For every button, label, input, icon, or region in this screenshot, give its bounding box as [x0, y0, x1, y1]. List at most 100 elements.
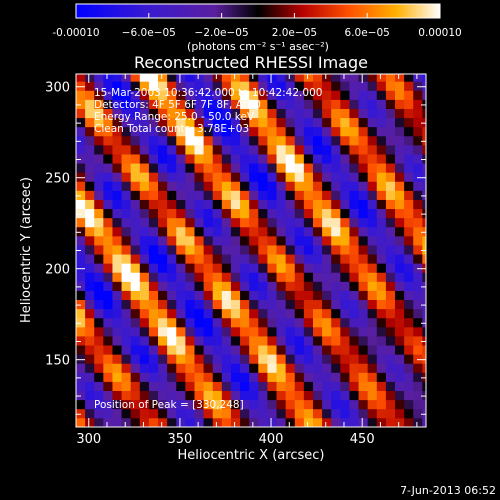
heatmap-cell: [285, 417, 296, 427]
heatmap-cell: [331, 381, 341, 392]
heatmap-cell: [121, 163, 132, 173]
heatmap-cell: [322, 135, 332, 146]
heatmap-cell: [203, 135, 214, 146]
heatmap-cell: [176, 226, 186, 237]
heatmap-cell: [230, 326, 241, 337]
heatmap-cell: [267, 299, 277, 310]
heatmap-cell: [285, 272, 296, 282]
heatmap-cell: [249, 226, 259, 237]
heatmap-cell: [312, 144, 323, 155]
heatmap-cell: [112, 199, 122, 210]
heatmap-cell: [358, 399, 369, 410]
heatmap-cell: [367, 199, 378, 210]
heatmap-cell: [176, 190, 186, 200]
heatmap-cell: [340, 281, 350, 291]
heatmap-cell: [349, 290, 359, 301]
heatmap-cell: [413, 345, 423, 355]
heatmap-cell: [422, 126, 426, 137]
heatmap-cell: [322, 345, 332, 355]
heatmap-cell: [230, 117, 241, 128]
heatmap-cell: [176, 235, 186, 246]
heatmap-cell: [176, 263, 186, 273]
heatmap-cell: [139, 163, 150, 173]
heatmap-cell: [349, 99, 359, 109]
heatmap-cell: [422, 190, 426, 200]
heatmap-cell: [240, 326, 250, 337]
heatmap-cell: [358, 235, 369, 246]
heatmap-cell: [94, 81, 104, 91]
heatmap-cell: [167, 199, 177, 210]
heatmap-cell: [331, 354, 341, 364]
heatmap-cell: [94, 317, 104, 328]
heatmap-cell: [367, 117, 378, 128]
heatmap-cell: [240, 363, 250, 373]
heatmap-cell: [367, 135, 378, 146]
heatmap-cell: [285, 163, 296, 173]
heatmap-cell: [240, 163, 250, 173]
heatmap-cell: [385, 290, 396, 301]
heatmap-cell: [194, 381, 205, 392]
heatmap-cell: [340, 217, 350, 228]
heatmap-cell: [367, 190, 378, 200]
heatmap-cell: [249, 245, 259, 255]
heatmap-cell: [94, 372, 104, 382]
heatmap-cell: [148, 81, 159, 91]
heatmap-cell: [276, 126, 287, 137]
heatmap-cell: [258, 99, 268, 109]
heatmap-cell: [258, 154, 268, 164]
heatmap-cell: [376, 108, 387, 119]
heatmap-cell: [94, 135, 104, 146]
heatmap-cell: [94, 354, 104, 364]
heatmap-cell: [94, 390, 104, 401]
heatmap-cell: [276, 226, 287, 237]
heatmap-cell: [139, 336, 150, 346]
heatmap-cell: [130, 263, 141, 273]
heatmap-cell: [322, 272, 332, 282]
heatmap-cell: [203, 99, 214, 109]
heatmap-cell: [395, 263, 405, 273]
heatmap-cell: [94, 99, 104, 109]
heatmap-cell: [121, 90, 132, 100]
heatmap-cell: [221, 317, 232, 328]
heatmap-cell: [395, 235, 405, 246]
heatmap-cell: [94, 163, 104, 173]
heatmap-cell: [148, 354, 159, 364]
heatmap-cell: [76, 99, 86, 109]
heatmap-cell: [367, 326, 378, 337]
heatmap-cell: [285, 308, 296, 319]
heatmap-cell: [240, 245, 250, 255]
heatmap-cell: [158, 81, 168, 91]
heatmap-cell: [167, 363, 177, 373]
heatmap-cell: [404, 345, 414, 355]
heatmap-cell: [422, 245, 426, 255]
heatmap-cell: [112, 336, 122, 346]
heatmap-cell: [76, 135, 86, 146]
heatmap-cell: [176, 144, 186, 155]
heatmap-cell: [130, 108, 141, 119]
heatmap-cell: [139, 235, 150, 246]
heatmap-cell: [303, 408, 314, 419]
heatmap-cell: [112, 390, 122, 401]
heatmap-cell: [331, 308, 341, 319]
heatmap-cell: [358, 208, 369, 219]
heatmap-cell: [121, 326, 132, 337]
heatmap-cell: [404, 126, 414, 137]
heatmap-cell: [267, 417, 277, 427]
heatmap-cell: [322, 299, 332, 310]
heatmap-cell: [322, 363, 332, 373]
heatmap-cell: [258, 381, 268, 392]
heatmap-cell: [185, 272, 195, 282]
heatmap-cell: [395, 181, 405, 191]
heatmap-cell: [413, 390, 423, 401]
heatmap-cell: [230, 81, 241, 91]
heatmap-cell: [185, 126, 195, 137]
heatmap-cell: [340, 272, 350, 282]
heatmap-cell: [249, 308, 259, 319]
heatmap-cell: [258, 345, 268, 355]
heatmap-cell: [112, 326, 122, 337]
heatmap-cell: [258, 299, 268, 310]
heatmap-cell: [385, 181, 396, 191]
heatmap-cell: [267, 272, 277, 282]
heatmap-cell: [139, 254, 150, 264]
